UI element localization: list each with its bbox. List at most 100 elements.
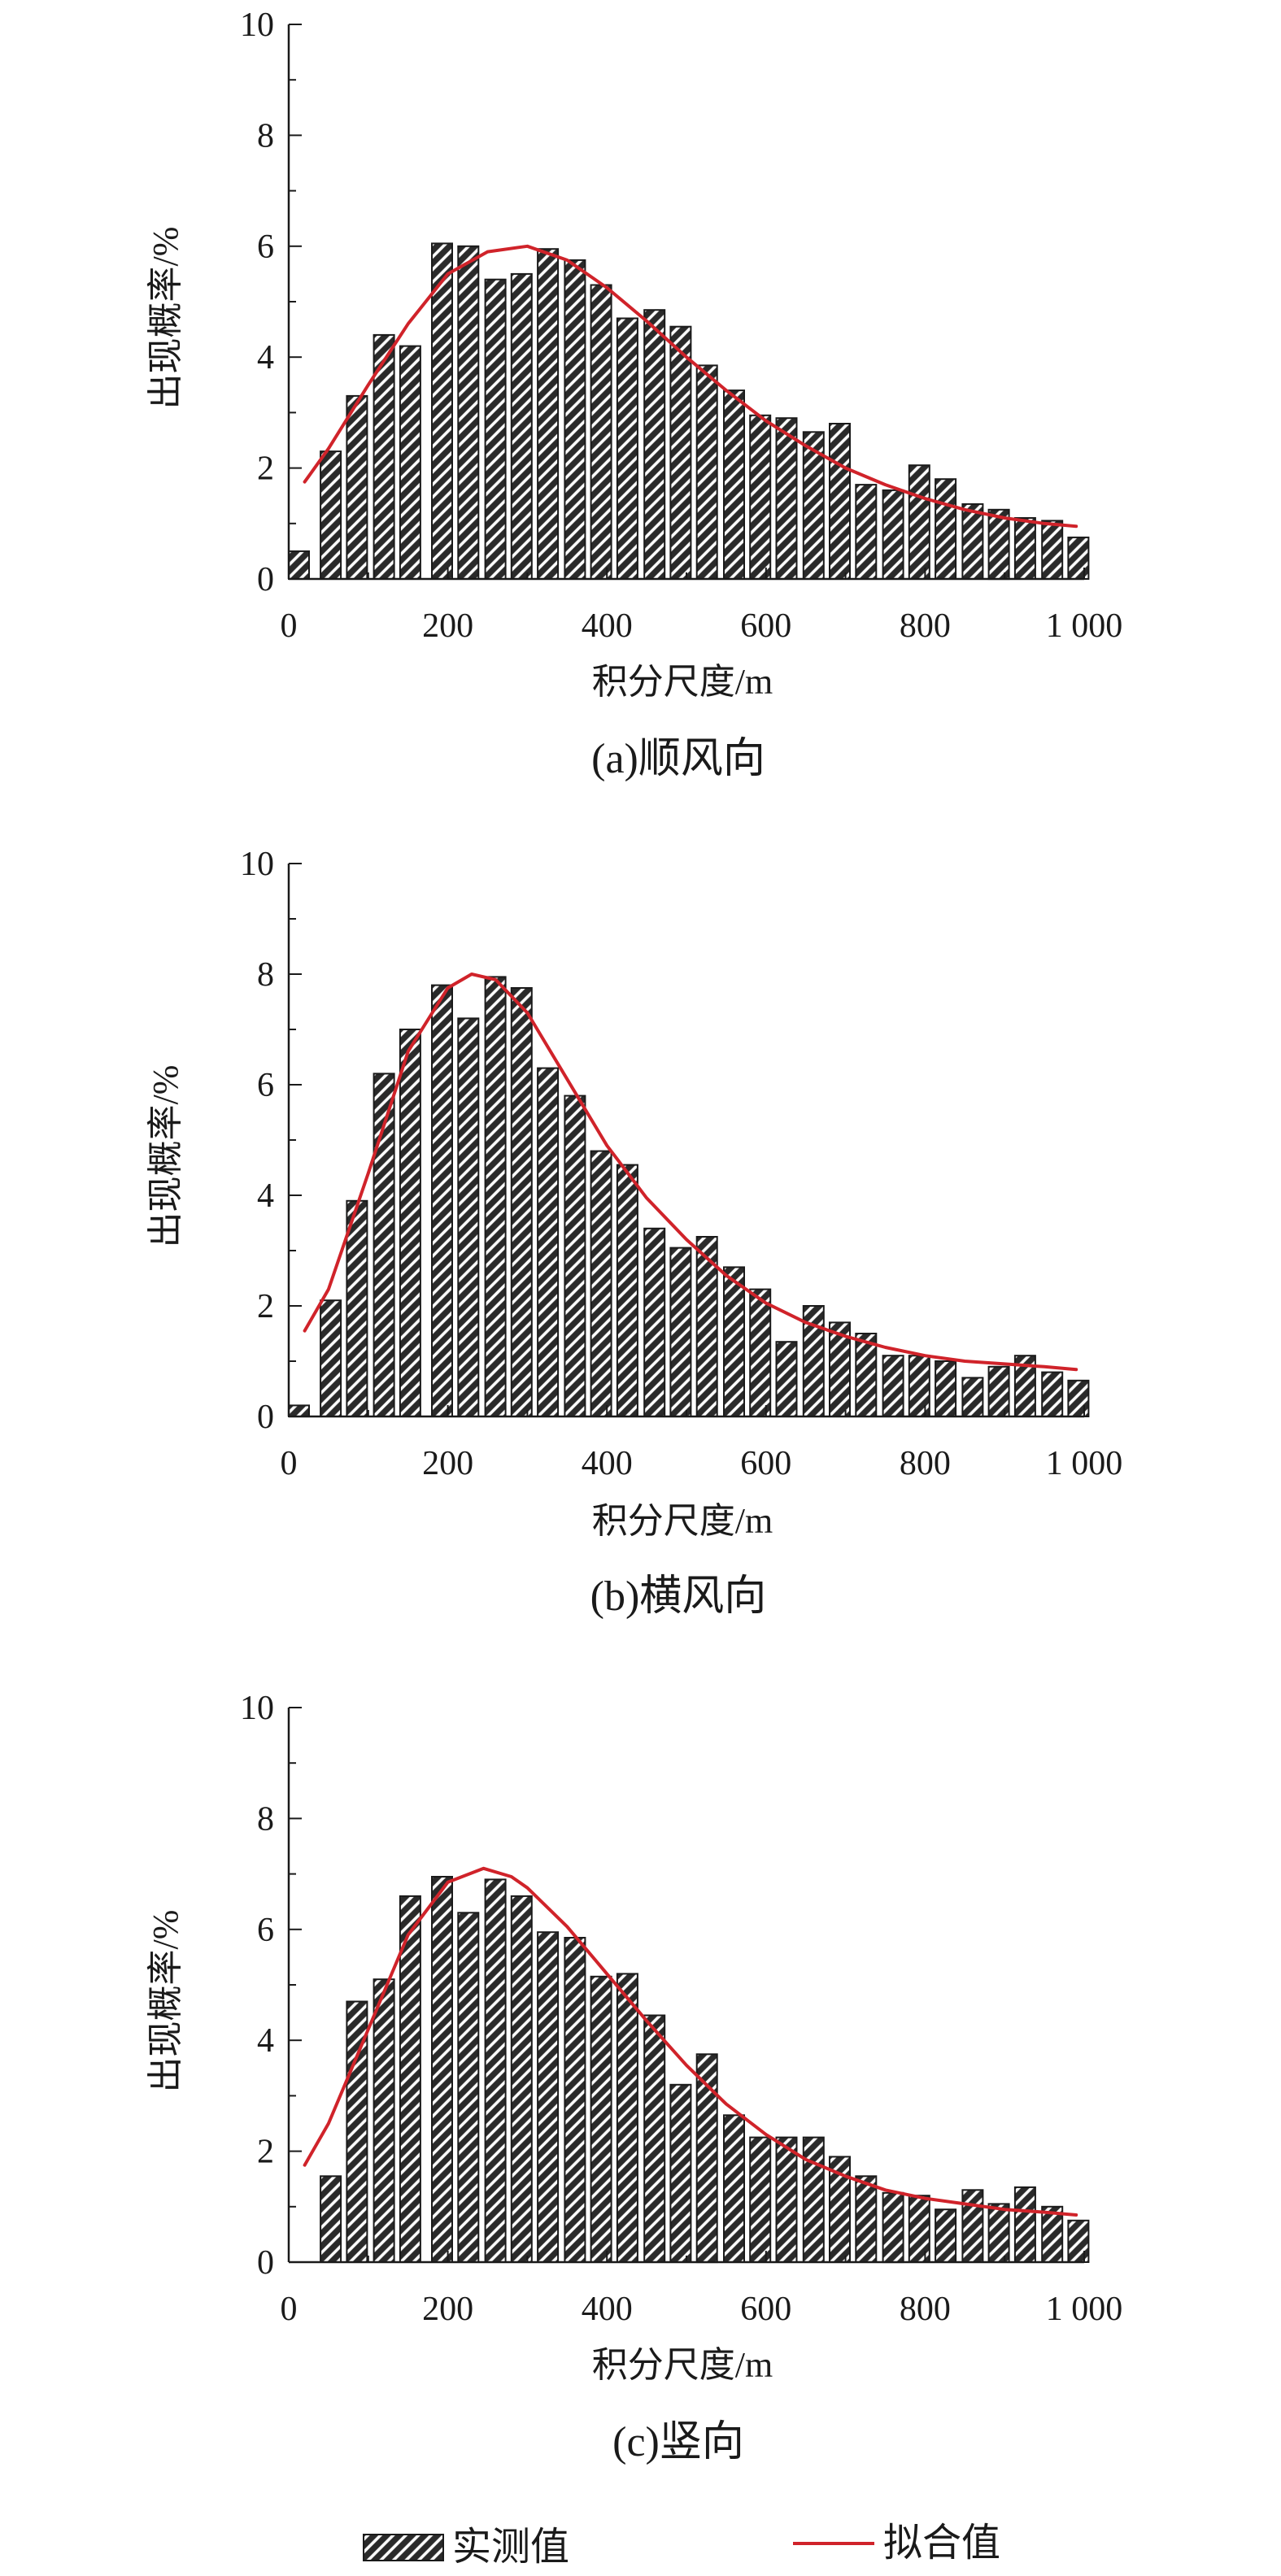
- histogram-bar: [346, 394, 368, 580]
- histogram-bar: [288, 1404, 310, 1418]
- histogram-bar: [346, 2000, 368, 2263]
- x-tick-label: 600: [740, 2291, 791, 2328]
- x-tick-label: 600: [740, 1445, 791, 1482]
- x-tick-label: 400: [582, 1445, 633, 1482]
- histogram-bar: [616, 1164, 638, 1417]
- histogram-bar: [643, 309, 666, 580]
- histogram-bar: [987, 2203, 1010, 2263]
- histogram-bar: [484, 278, 507, 580]
- y-tick-label: 0: [257, 2244, 274, 2282]
- histogram-bar: [987, 1365, 1010, 1418]
- histogram-bar: [987, 508, 1010, 581]
- x-tick-label: 200: [422, 1445, 473, 1482]
- x-axis-title: 积分尺度/m: [592, 1501, 773, 1541]
- histogram-bar: [373, 1978, 395, 2263]
- x-tick-label: 200: [422, 607, 473, 645]
- histogram-bar: [882, 489, 904, 581]
- histogram-bar: [855, 2175, 878, 2264]
- histogram-bar: [1067, 536, 1090, 581]
- histogram-bar: [510, 1895, 533, 2263]
- histogram-bar: [399, 1029, 421, 1417]
- y-tick-label: 2: [257, 450, 274, 488]
- fit-curve: [303, 973, 1078, 1372]
- y-tick-label: 0: [257, 1399, 274, 1436]
- histogram-bar: [590, 1975, 612, 2264]
- y-axis-title: 出现概率/%: [146, 1065, 185, 1248]
- x-tick-label: 0: [281, 607, 298, 645]
- histogram-bar: [1041, 1371, 1064, 1417]
- chart-panel: 0 2 4 6 8 10 0 200 400 600 800 1 000 积分尺度/m 出现概率/% (c)…: [146, 1690, 1122, 2465]
- histogram-bar: [510, 272, 533, 580]
- x-tick-label: 0: [281, 2291, 298, 2328]
- histogram-bar: [855, 1333, 878, 1417]
- panel-caption: (b)横风向: [590, 1573, 767, 1620]
- histogram-bar: [802, 2136, 825, 2264]
- y-tick-label: 6: [257, 228, 274, 266]
- histogram-bar: [484, 976, 507, 1417]
- histogram-bar: [749, 414, 772, 580]
- histogram-bar: [320, 450, 342, 580]
- x-tick-label: 1 000: [1046, 2291, 1123, 2328]
- y-tick-label: 2: [257, 2134, 274, 2171]
- y-tick-label: 10: [240, 7, 274, 44]
- histogram-bar: [961, 2189, 984, 2264]
- y-tick-label: 4: [257, 1177, 274, 1215]
- x-axis-title: 积分尺度/m: [592, 662, 773, 702]
- y-tick-label: 6: [257, 1912, 274, 1949]
- y-tick-label: 10: [240, 846, 274, 883]
- histogram-bar: [590, 1150, 612, 1417]
- histogram-bar: [775, 2136, 798, 2264]
- histogram-bar: [399, 1895, 421, 2263]
- legend-line-label: 拟合值: [883, 2522, 1000, 2565]
- legend: 实测值 拟合值: [363, 2522, 1000, 2569]
- histogram-bar: [695, 1236, 718, 1417]
- histogram-bar: [457, 245, 480, 580]
- x-tick-label: 800: [900, 607, 951, 645]
- y-tick-label: 10: [240, 1690, 274, 1727]
- histogram-bar: [882, 2191, 904, 2264]
- x-tick-label: 200: [422, 2291, 473, 2328]
- histogram-bar: [775, 417, 798, 581]
- histogram-bar: [1013, 517, 1036, 580]
- histogram-bar: [695, 364, 718, 580]
- y-tick-label: 8: [257, 1800, 274, 1838]
- x-tick-label: 800: [900, 2291, 951, 2328]
- histogram-bar: [537, 1067, 560, 1417]
- histogram-bar: [616, 317, 638, 580]
- histogram-bar: [288, 550, 310, 581]
- histogram-bar: [457, 1912, 480, 2264]
- y-tick-label: 8: [257, 956, 274, 994]
- histogram-bar: [643, 1227, 666, 1418]
- histogram-bar: [1067, 2219, 1090, 2264]
- histogram-bar: [723, 1266, 745, 1418]
- x-tick-label: 600: [740, 607, 791, 645]
- histogram-bar: [961, 503, 984, 581]
- y-tick-label: 4: [257, 2022, 274, 2060]
- legend-bar-swatch: [363, 2534, 444, 2561]
- x-tick-label: 400: [582, 607, 633, 645]
- y-axis-title: 出现概率/%: [146, 227, 185, 410]
- histogram-bar: [882, 1355, 904, 1417]
- histogram-bar: [669, 1247, 692, 1417]
- y-tick-label: 6: [257, 1067, 274, 1104]
- histogram-bar: [484, 1878, 507, 2263]
- histogram-bar: [935, 2208, 957, 2263]
- histogram-bar: [564, 259, 586, 580]
- histogram-bar: [431, 984, 453, 1417]
- x-tick-label: 800: [900, 1445, 951, 1482]
- x-tick-label: 1 000: [1046, 607, 1123, 645]
- x-tick-label: 0: [281, 1445, 298, 1482]
- histogram-bar: [1041, 520, 1064, 581]
- histogram-bar: [775, 1341, 798, 1417]
- histogram-bar: [320, 2175, 342, 2264]
- histogram-bar: [935, 478, 957, 581]
- histogram-bar: [669, 2083, 692, 2264]
- panel-caption: (c)竖向: [612, 2419, 744, 2465]
- histogram-bar: [723, 389, 745, 580]
- panel-caption: (a)顺风向: [591, 736, 765, 782]
- y-tick-label: 2: [257, 1288, 274, 1325]
- legend-bar-label: 实测值: [452, 2526, 569, 2569]
- histogram-bar: [457, 1017, 480, 1418]
